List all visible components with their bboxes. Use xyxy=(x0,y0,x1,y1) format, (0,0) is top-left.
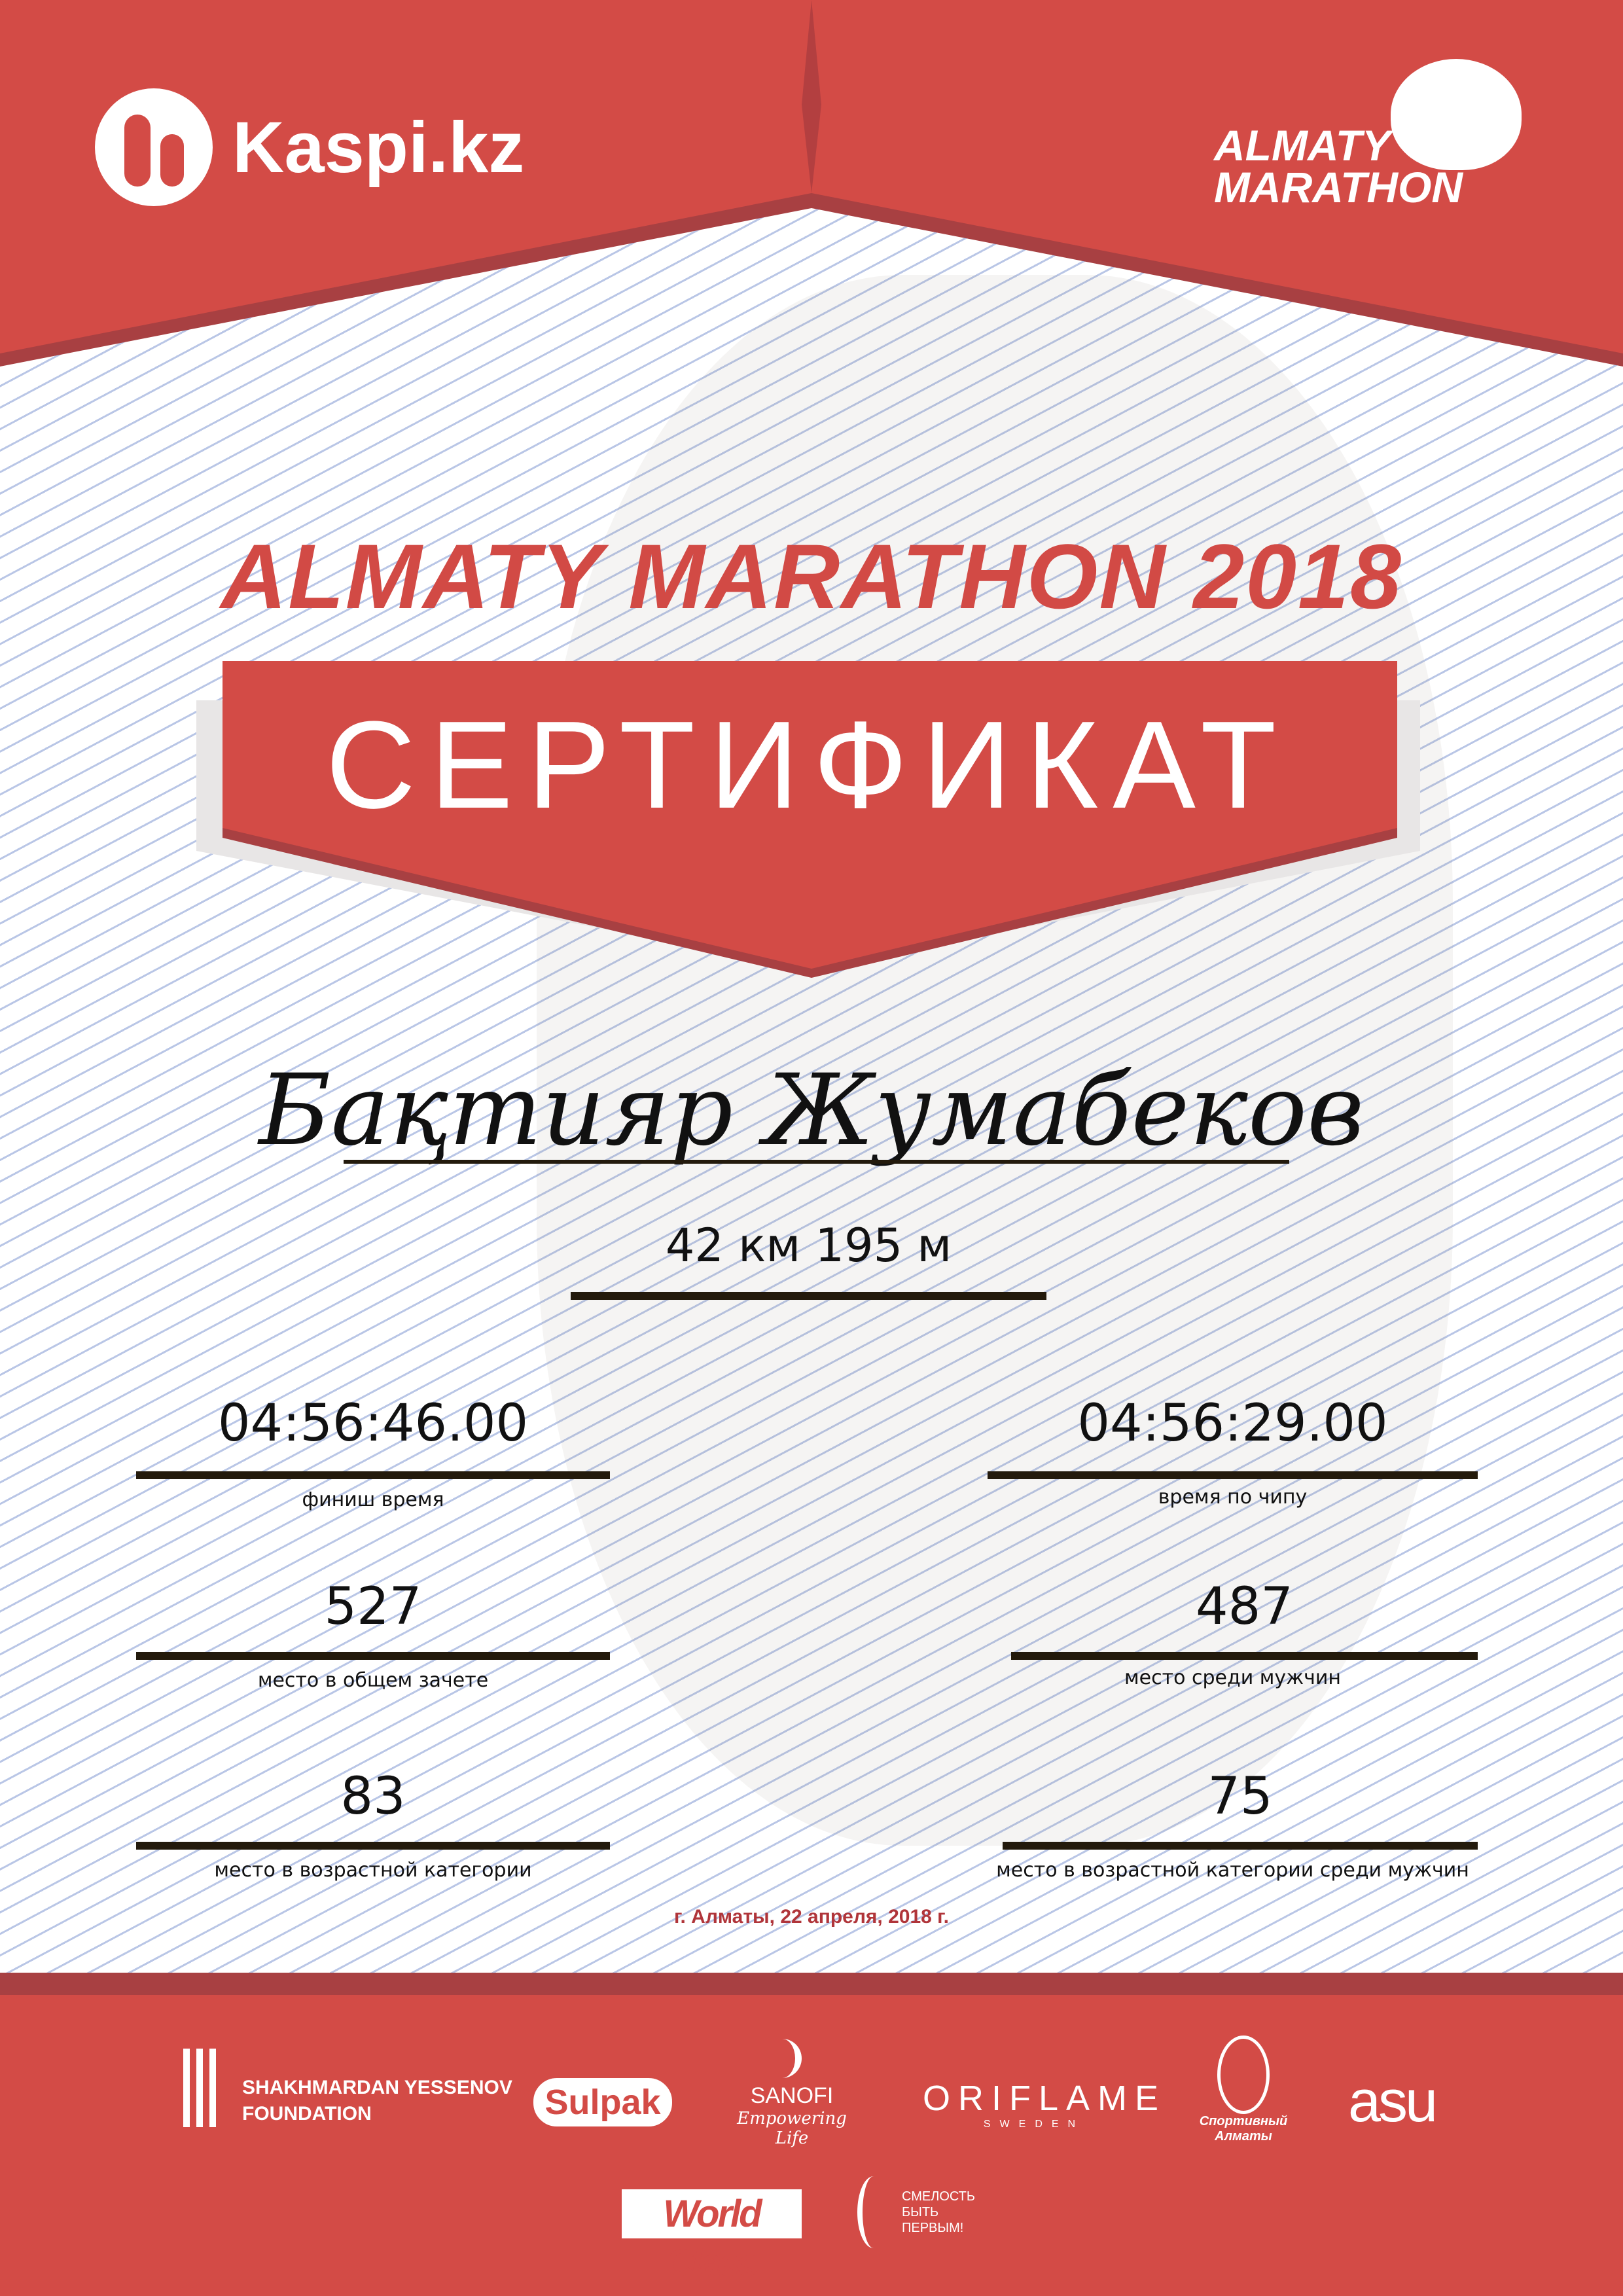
smelost-icon xyxy=(857,2176,890,2248)
male-place-label: место среди мужчин xyxy=(1124,1666,1341,1689)
sport-almaty-text: Спортивный Алматы xyxy=(1199,2114,1288,2144)
smelost-logo: СМЕЛОСТЬ БЫТЬ ПЕРВЫМ! xyxy=(857,2176,975,2248)
oriflame-logo: ORIFLAME SWEDEN xyxy=(923,2078,1167,2130)
divider xyxy=(1003,1842,1478,1850)
sulpak-logo: Sulpak xyxy=(533,2078,672,2126)
smelost-line-2: БЫТЬ xyxy=(902,2205,939,2219)
male-place: 487 xyxy=(1196,1577,1293,1636)
overall-place-label: место в общем зачете xyxy=(257,1669,489,1692)
logo-line-1: ALMATY xyxy=(1214,121,1391,170)
worldclass-logo: World Class xyxy=(622,2189,802,2284)
divider xyxy=(136,1842,610,1850)
kaspi-icon xyxy=(95,88,213,206)
sport-almaty-logo: Спортивный Алматы xyxy=(1198,2036,1289,2144)
divider xyxy=(1011,1652,1478,1660)
oriflame-sweden: SWEDEN xyxy=(983,2119,1085,2130)
date-location: г. Алматы, 22 апреля, 2018 г. xyxy=(674,1906,949,1928)
oriflame-name: ORIFLAME xyxy=(923,2079,1167,2118)
chip-time: 04:56:29.00 xyxy=(1077,1394,1388,1453)
runner-icon xyxy=(1391,59,1522,170)
kaspi-logo: Kaspi.kz xyxy=(95,88,524,206)
sport-almaty-emblem xyxy=(1217,2036,1270,2114)
partners-footer xyxy=(0,1973,1623,2296)
yessenov-line-1: SHAKHMARDAN YESSENOV xyxy=(242,2077,512,2098)
certificate-heading: СЕРТИФИКАТ xyxy=(325,696,1291,834)
finish-time-label: финиш время xyxy=(302,1488,444,1511)
smelost-line-3: ПЕРВЫМ! xyxy=(902,2221,964,2235)
background-pattern xyxy=(0,0,1623,1973)
yessenov-icon xyxy=(183,2049,223,2127)
distance-underline xyxy=(571,1292,1046,1300)
runner-photo xyxy=(537,275,1453,1846)
age-category-place: 83 xyxy=(340,1767,406,1826)
participant-name: Бақтияр Жумабеков xyxy=(259,1054,1364,1168)
name-underline xyxy=(344,1160,1289,1164)
male-age-category-place-label: место в возрастной категории среди мужчи… xyxy=(996,1859,1469,1882)
sanofi-name: SANOFI xyxy=(750,2083,834,2108)
sanofi-tagline: Empowering Life xyxy=(737,2109,847,2148)
finish-time: 04:56:46.00 xyxy=(217,1394,529,1453)
chip-time-label: время по чипу xyxy=(1158,1486,1308,1509)
logo-line-2: MARATHON xyxy=(1214,163,1463,211)
event-title: ALMATY MARATHON 2018 xyxy=(221,525,1402,628)
age-category-place-label: место в возрастной категории xyxy=(214,1859,532,1882)
header-band xyxy=(0,0,1623,367)
asu-logo: asu xyxy=(1348,2069,1438,2134)
divider xyxy=(136,1652,610,1660)
yessenov-line-2: FOUNDATION xyxy=(242,2103,372,2125)
certificate-banner xyxy=(196,661,1420,978)
footer-stripe xyxy=(0,1973,1623,1995)
smelost-line-1: СМЕЛОСТЬ xyxy=(902,2189,976,2204)
yessenov-logo: SHAKHMARDAN YESSENOV FOUNDATION xyxy=(183,2049,512,2127)
almaty-marathon-logo: ALMATY MARATHON xyxy=(1214,59,1528,216)
divider xyxy=(988,1471,1478,1479)
overall-place: 527 xyxy=(324,1577,422,1636)
distance: 42 км 195 м xyxy=(665,1219,952,1272)
sanofi-icon xyxy=(782,2039,802,2078)
divider xyxy=(136,1471,610,1479)
male-age-category-place: 75 xyxy=(1207,1767,1273,1826)
sanofi-logo: SANOFI Empowering Life xyxy=(726,2039,857,2148)
kaspi-logo-text: Kaspi.kz xyxy=(232,107,525,188)
